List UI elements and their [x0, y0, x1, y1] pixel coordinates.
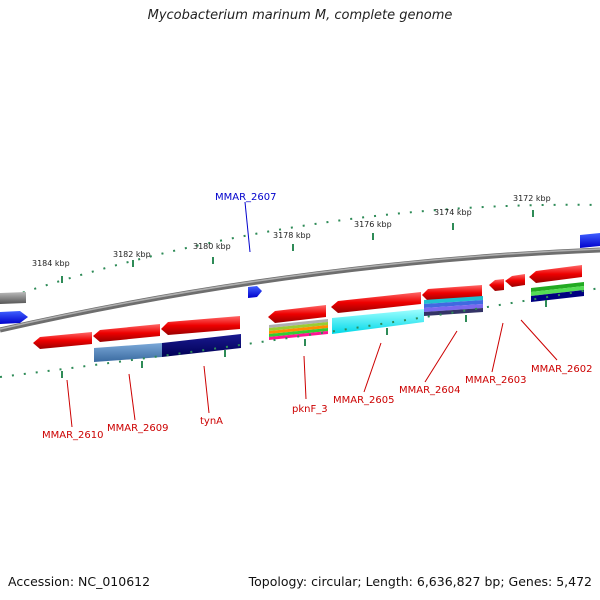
gene-label-mmar-2610: MMAR_2610	[42, 430, 104, 441]
kbp-label-3174: 3174 kbp	[434, 208, 472, 217]
gene-mmar-2604-red	[422, 285, 482, 301]
gene-mmar-2602-red	[529, 265, 582, 283]
gene-label-mmar-2604: MMAR_2604	[399, 385, 461, 396]
kbp-label-3172: 3172 kbp	[513, 194, 551, 203]
label-leader-lines	[66, 201, 558, 428]
gene-mmar-2603-red-a	[489, 279, 504, 291]
forward-genes	[0, 233, 600, 324]
kbp-label-3182: 3182 kbp	[113, 250, 151, 259]
gene-forward-left-gray	[0, 292, 26, 304]
mmar-2602-color-bands	[531, 282, 584, 302]
gene-label-pknf-3: pknF_3	[292, 404, 328, 415]
gene-mmar-2610	[33, 332, 92, 349]
kbp-label-3178: 3178 kbp	[273, 231, 311, 240]
genome-summary-text: Topology: circular; Length: 6,636,827 bp…	[248, 574, 592, 589]
genome-backbone	[0, 247, 600, 333]
mmar-2604-color-bands	[424, 296, 483, 316]
kbp-label-3180: 3180 kbp	[193, 242, 231, 251]
gene-label-mmar-2609: MMAR_2609	[107, 423, 169, 434]
reverse-genes-row1	[33, 265, 582, 349]
gene-mmar-2607	[248, 286, 262, 298]
reverse-genes-row2	[94, 282, 584, 362]
gene-forward-right-blue	[580, 233, 600, 248]
kbp-label-3176: 3176 kbp	[354, 220, 392, 229]
inner-tick-track	[0, 287, 600, 378]
gene-label-mmar-2602: MMAR_2602	[531, 364, 593, 375]
gene-forward-left-blue	[0, 311, 28, 324]
gene-pknf-3-red	[268, 305, 326, 323]
gene-label-mmar-2603: MMAR_2603	[465, 375, 527, 386]
kbp-label-3184: 3184 kbp	[32, 259, 70, 268]
gene-tyna-red	[161, 316, 240, 335]
map-title: Mycobacterium marinum M, complete genome	[147, 8, 453, 23]
gene-mmar-2603-red-b	[505, 274, 525, 287]
accession-text: Accession: NC_010612	[8, 574, 151, 589]
outer-tick-track	[0, 203, 600, 301]
gene-label-tyna: tynA	[200, 416, 223, 427]
gene-label-mmar-2607: MMAR_2607	[215, 192, 277, 203]
gene-label-mmar-2605: MMAR_2605	[333, 395, 395, 406]
gene-mmar-2605-red	[331, 292, 421, 313]
gene-mmar-2609-red	[93, 324, 160, 342]
